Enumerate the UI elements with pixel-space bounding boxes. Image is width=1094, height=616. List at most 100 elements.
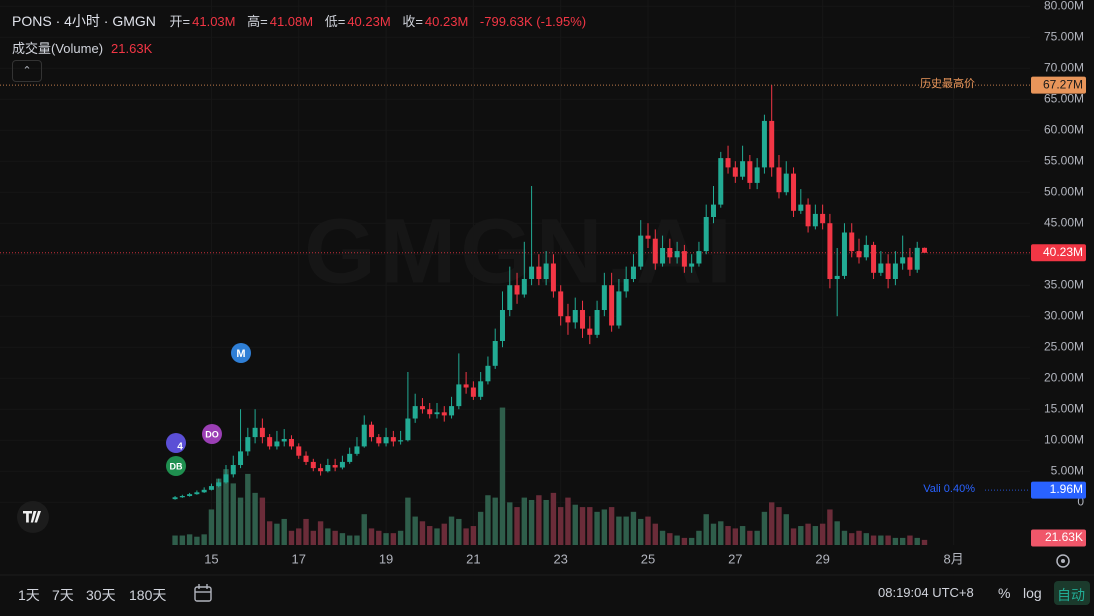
range-button[interactable]: 7天: [52, 587, 74, 603]
volume-bar: [899, 537, 906, 545]
range-button[interactable]: 180天: [129, 587, 167, 603]
candle-body: [361, 424, 367, 447]
price-line-label: 历史最高价: [920, 76, 975, 90]
volume-bar: [448, 516, 455, 545]
volume-bar: [543, 499, 549, 545]
candle-body: [710, 204, 716, 218]
price-badge: [1031, 481, 1086, 499]
volume-bar: [405, 497, 411, 545]
event-marker[interactable]: [231, 343, 251, 363]
range-button[interactable]: 1天: [18, 587, 40, 603]
candle-body: [296, 446, 302, 456]
volume-badge: [1031, 529, 1086, 547]
volume-bar: [223, 469, 229, 545]
volume-bar: [667, 533, 673, 545]
volume-bar: [805, 523, 811, 545]
candle-body: [878, 263, 884, 273]
volume-bar: [281, 518, 287, 545]
percent-toggle[interactable]: %: [998, 585, 1011, 601]
volume-bar: [376, 530, 382, 545]
volume-bar: [397, 530, 404, 545]
candle-body: [907, 257, 913, 270]
volume-bar: [754, 530, 760, 545]
volume-bar: [339, 533, 346, 545]
volume-bar: [361, 514, 367, 545]
volume-bar: [870, 535, 877, 545]
event-marker[interactable]: [166, 456, 186, 476]
volume-bar: [441, 523, 447, 545]
ohlc-label: 高=: [247, 14, 268, 29]
candle-body: [660, 248, 666, 264]
volume-bar: [594, 511, 600, 545]
volume-bar: [550, 492, 557, 545]
candle-body: [769, 120, 775, 168]
volume-bar: [194, 536, 200, 545]
volume-bar: [492, 497, 498, 545]
volume-bar: [783, 514, 789, 545]
candle-body: [594, 310, 600, 335]
x-tick-label: 17: [292, 551, 306, 566]
x-tick-label: 25: [641, 551, 655, 566]
volume-bar: [383, 533, 389, 545]
volume-bar: [216, 478, 222, 545]
tv-logo[interactable]: [17, 501, 49, 533]
y-tick-label: 50.00M: [1044, 184, 1084, 198]
candle-body: [201, 489, 207, 493]
volume-bar: [630, 511, 637, 545]
volume-bar: [638, 518, 644, 545]
volume-bar: [587, 507, 593, 545]
y-tick-label: 25.00M: [1044, 339, 1084, 353]
auto-toggle[interactable]: 自动: [1057, 587, 1085, 603]
volume-bar: [878, 535, 884, 545]
candle-body: [449, 406, 455, 416]
volume-bar: [390, 533, 397, 545]
volume-bar: [317, 521, 324, 545]
volume-bar: [434, 528, 440, 545]
candle-body: [885, 263, 891, 280]
event-label: M: [236, 348, 245, 360]
candle-body: [499, 310, 505, 342]
volume-bar: [463, 528, 469, 545]
settings-icon[interactable]: [1056, 554, 1070, 568]
volume-bar: [427, 526, 433, 545]
volume-bar: [485, 495, 491, 545]
x-tick-label: 21: [466, 551, 480, 566]
candle-body: [521, 279, 527, 295]
volume-bar: [732, 528, 739, 545]
calendar-icon[interactable]: [194, 584, 212, 602]
volume-bar: [659, 530, 666, 545]
candle-body: [900, 257, 906, 264]
volume-bar: [325, 528, 331, 545]
candle-body: [267, 437, 273, 447]
volume-bar: [907, 535, 913, 545]
y-tick-label: 65.00M: [1044, 91, 1084, 105]
price-line-label: Vali 0.40%: [923, 483, 975, 495]
candle-body: [259, 427, 265, 438]
volume-bar: [645, 516, 651, 545]
symbol-title: PONS · 4小时 · GMGN: [12, 13, 156, 29]
auto-button-bg[interactable]: [1054, 581, 1090, 605]
event-marker[interactable]: [166, 433, 186, 453]
candle-body: [783, 173, 789, 193]
candle-body: [412, 406, 418, 419]
volume-bar: [834, 521, 840, 545]
candle-body: [863, 244, 869, 258]
volume-bar: [914, 537, 920, 545]
collapse-button[interactable]: ⌃: [12, 60, 42, 82]
x-tick-label: 27: [728, 551, 742, 566]
volume-bar: [296, 528, 302, 545]
y-tick-label: 10.00M: [1044, 432, 1084, 446]
event-marker[interactable]: [202, 424, 222, 444]
log-toggle[interactable]: log: [1023, 585, 1042, 601]
range-button[interactable]: 30天: [86, 587, 116, 603]
y-tick-label: 70.00M: [1044, 60, 1084, 74]
candle-body: [529, 266, 535, 280]
legend-row: PONS · 4小时 · GMGN 开= 41.03M 高= 41.08M 低= 40…: [12, 11, 588, 31]
candle-body: [187, 494, 193, 497]
axes: 0 5.00M 10.00M 15.00M 20.00M 25.00M 30.00M 35.0…: [204, 0, 1086, 566]
candle-body: [369, 424, 375, 438]
candle-body: [827, 223, 833, 280]
candle-body: [507, 285, 513, 311]
candle-body: [419, 406, 425, 410]
